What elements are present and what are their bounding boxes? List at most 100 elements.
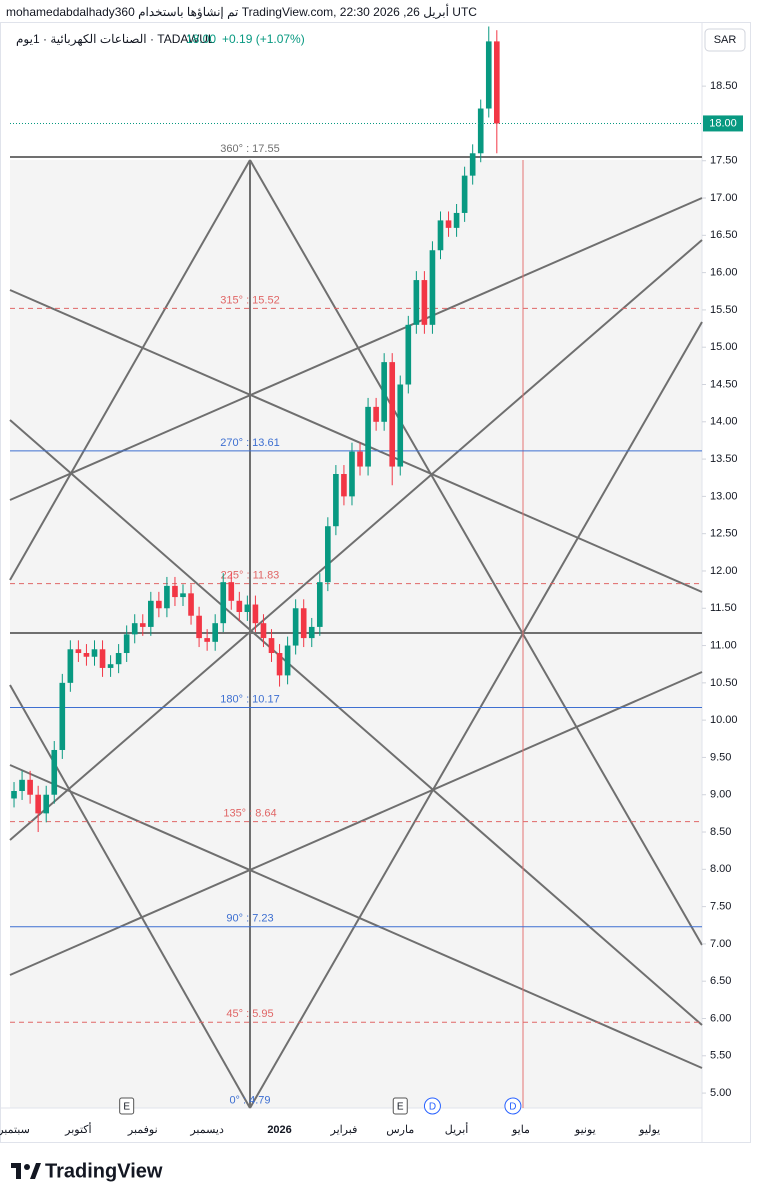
gann-diagonal (9, 197, 703, 501)
gann-diagonal (249, 159, 703, 946)
candle-body (381, 362, 387, 422)
event-label: D (509, 1102, 516, 1113)
candle-body (164, 585, 170, 609)
candle-body (212, 623, 219, 642)
candle-body (493, 41, 500, 124)
candle-body (11, 791, 17, 799)
y-tick-label: 14.00 (710, 416, 738, 428)
candle-body (59, 682, 66, 750)
level-label: 225° : 11.83 (221, 570, 280, 582)
y-tick-label: 18.50 (710, 80, 738, 92)
y-tick-label: 7.50 (710, 901, 731, 913)
candle-body (341, 474, 347, 497)
candle-body (268, 638, 275, 654)
chart-frame (0, 22, 751, 1143)
candle-body (453, 212, 460, 228)
header-title: mohamedabdalhady360 تم إنشاؤها باستخدام … (6, 4, 477, 20)
candle-body (147, 600, 154, 627)
candle-body (220, 582, 227, 624)
x-tick-label: أكتوبر (64, 1122, 91, 1136)
candle-body (196, 615, 202, 639)
brand: TradingView (45, 1160, 163, 1182)
candle-body (19, 779, 25, 792)
y-tick-label: 15.50 (710, 304, 738, 316)
candle-body (292, 608, 299, 646)
x-tick-label: مايو (511, 1124, 530, 1136)
symbol-price: 18.00 (186, 32, 216, 46)
y-tick-label: 9.00 (710, 789, 731, 801)
y-tick-label: 11.50 (710, 602, 737, 614)
currency-label[interactable]: SAR (714, 34, 737, 46)
candle-body (75, 649, 82, 654)
x-tick-label: ديسمبر (189, 1124, 224, 1136)
candle-body (91, 649, 98, 657)
candle-body (373, 406, 379, 422)
level-label: 180° : 10.17 (220, 693, 279, 705)
candle-body (43, 794, 50, 814)
footer: TradingView (11, 1160, 163, 1182)
candle-body (469, 153, 476, 176)
level-label: 270° : 13.61 (220, 437, 279, 449)
candle-body (35, 794, 41, 814)
candle-body (115, 653, 122, 665)
level-label: 135° : 8.64 (223, 807, 276, 819)
last-price-label: 18.00 (709, 117, 737, 129)
candle-body (485, 41, 492, 109)
logo-mark (24, 1164, 30, 1170)
y-tick-label: 14.50 (710, 378, 738, 390)
candle-body (260, 623, 267, 639)
level-label: 45° : 5.95 (226, 1008, 273, 1020)
event-marker (504, 1097, 522, 1115)
candle-body (67, 649, 74, 683)
y-tick-label: 11.00 (710, 639, 737, 651)
candle-body (244, 604, 251, 612)
candle-body (204, 638, 210, 642)
candle-body (139, 623, 146, 627)
candle-body (156, 600, 162, 609)
candle-body (188, 593, 194, 616)
event-label: E (397, 1102, 404, 1113)
candle-body (276, 653, 283, 676)
event-marker (119, 1097, 135, 1115)
y-tick-label: 12.50 (710, 528, 738, 540)
y-tick-label: 17.00 (710, 192, 738, 204)
candle-body (51, 749, 58, 795)
event-label: D (429, 1102, 436, 1113)
currency-button[interactable] (704, 28, 746, 52)
candle-body (180, 593, 186, 598)
symbol-change: +0.19 (+1.07%) (222, 32, 305, 46)
y-tick-label: 17.50 (710, 155, 738, 167)
y-tick-label: 13.00 (710, 490, 738, 502)
candle-body (284, 645, 291, 676)
level-label: 360° : 17.55 (220, 143, 279, 155)
y-tick-label: 7.00 (710, 938, 731, 950)
candle-body (365, 406, 371, 467)
candle-body (357, 451, 363, 467)
gann-diagonal (249, 321, 703, 1109)
candle-body (445, 220, 452, 228)
event-label: E (123, 1102, 130, 1113)
candle-body (405, 324, 412, 385)
candle-body (333, 474, 339, 527)
y-tick-label: 10.00 (710, 714, 738, 726)
y-tick-label: 9.50 (710, 751, 731, 763)
event-marker (392, 1097, 408, 1115)
candle-body (477, 108, 484, 154)
last-price-box (703, 115, 743, 132)
gann-diagonal (9, 684, 251, 1109)
event-marker (423, 1097, 441, 1115)
gann-diagonal (9, 239, 703, 841)
x-tick-label: فبراير (330, 1124, 358, 1136)
x-tick-label: مارس (386, 1124, 414, 1136)
candle-body (99, 649, 106, 668)
gann-diagonal (9, 289, 703, 593)
candle-body (397, 384, 404, 467)
level-label: 315° : 15.52 (220, 294, 279, 306)
y-tick-label: 6.50 (710, 975, 731, 987)
x-tick-label: سبتمبر (0, 1124, 30, 1136)
y-tick-label: 15.00 (710, 341, 738, 353)
candle-body (236, 600, 243, 612)
y-tick-label: 6.00 (710, 1012, 731, 1024)
y-tick-label: 8.50 (710, 826, 731, 838)
logo-mark (16, 1163, 21, 1179)
